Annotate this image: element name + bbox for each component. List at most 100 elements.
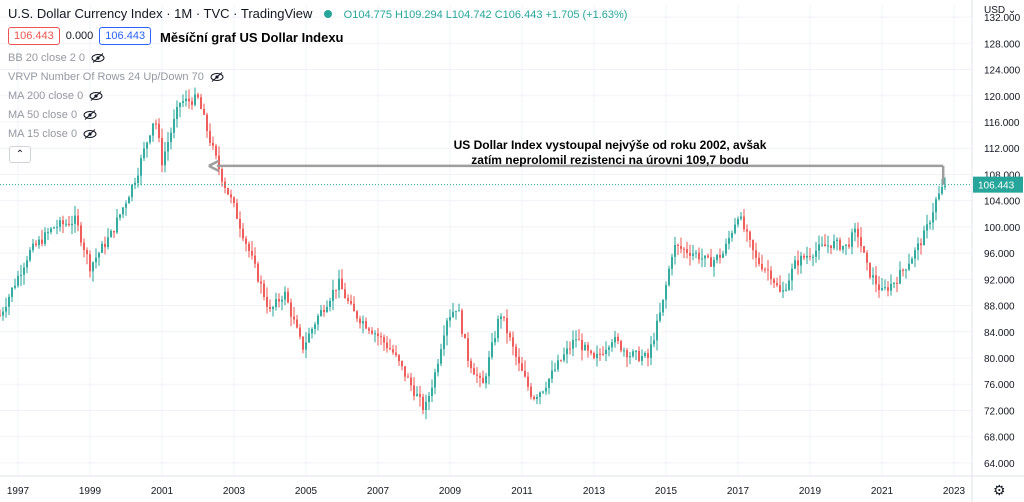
candle-body — [848, 244, 850, 247]
candle-body — [776, 283, 778, 286]
candle-body — [53, 227, 55, 229]
indicator-ma15[interactable]: MA 15 close 0 — [8, 128, 97, 140]
candle-body — [542, 391, 544, 393]
candle-body — [317, 315, 319, 325]
indicator-ma50[interactable]: MA 50 close 0 — [8, 109, 97, 121]
overlay-group — [0, 159, 972, 186]
chart-header: U.S. Dollar Currency Index · 1M · TVC · … — [8, 6, 627, 21]
candle-body — [383, 337, 385, 343]
chevron-up-icon[interactable]: ⌃ — [9, 146, 31, 163]
sell-price-box[interactable]: 106.443 — [8, 27, 60, 45]
candle-body — [602, 353, 604, 355]
candle-body — [164, 151, 166, 166]
candle-body — [428, 396, 430, 402]
indicator-ma200[interactable]: MA 200 close 0 — [8, 90, 103, 102]
candle-body — [143, 148, 145, 159]
candle-body — [275, 299, 277, 308]
candle-body — [866, 252, 868, 263]
candle-body — [842, 245, 844, 250]
candle-body — [359, 318, 361, 324]
eye-hidden-icon[interactable] — [89, 91, 103, 101]
candle-body — [113, 230, 115, 233]
candle-body — [716, 254, 718, 260]
candle-body — [413, 385, 415, 396]
candle-body — [92, 262, 94, 272]
eye-hidden-icon[interactable] — [91, 53, 105, 63]
candle-body — [920, 243, 922, 246]
candle-body — [875, 275, 877, 285]
candle-body — [647, 353, 649, 358]
candle-body — [929, 222, 931, 225]
candle-body — [254, 255, 256, 264]
candle-body — [332, 289, 334, 301]
symbol-title[interactable]: U.S. Dollar Currency Index · 1M · TVC · … — [8, 6, 313, 21]
indicator-bb[interactable]: BB 20 close 2 0 — [8, 52, 105, 64]
buy-price-box[interactable]: 106.443 — [99, 27, 152, 45]
ohlc-values: O104.775 H109.294 L104.742 C106.443 +1.7… — [343, 9, 628, 21]
candle-body — [20, 274, 22, 276]
candle-body — [248, 243, 250, 252]
candle-body — [269, 306, 271, 310]
candle-body — [686, 249, 688, 253]
candle-body — [407, 376, 409, 378]
candle-body — [200, 97, 202, 110]
candle-body — [782, 290, 784, 292]
candle-body — [911, 258, 913, 264]
candle-body — [188, 98, 190, 102]
x-tick-label: 2017 — [727, 486, 750, 497]
candle-body — [329, 300, 331, 307]
candle-body — [815, 250, 817, 257]
candle-body — [689, 252, 691, 256]
candle-body — [305, 342, 307, 350]
candle-body — [500, 316, 502, 320]
candle-body — [272, 307, 274, 310]
candle-body — [605, 349, 607, 355]
eye-hidden-icon[interactable] — [83, 129, 97, 139]
candle-body — [854, 228, 856, 233]
candle-body — [671, 256, 673, 269]
candle-body — [41, 239, 43, 244]
candle-body — [515, 346, 517, 357]
candle-body — [245, 238, 247, 244]
candle-body — [149, 135, 151, 143]
candle-body — [770, 270, 772, 280]
candle-body — [464, 333, 466, 339]
gear-icon[interactable]: ⚙ — [993, 482, 1006, 498]
candle-body — [209, 130, 211, 143]
candle-body — [845, 244, 847, 246]
y-tick-label: 128.000 — [984, 39, 1021, 50]
x-tick-label: 2011 — [511, 486, 533, 497]
candle-body — [380, 336, 382, 338]
candle-body — [662, 299, 664, 313]
candle-body — [311, 328, 313, 334]
indicator-label: BB 20 close 2 0 — [8, 52, 86, 64]
candle-body — [125, 203, 127, 208]
candle-body — [455, 310, 457, 312]
candle-body — [308, 333, 310, 343]
candle-body — [344, 289, 346, 299]
candle-body — [851, 232, 853, 247]
candle-body — [422, 396, 424, 411]
candle-body — [719, 254, 721, 258]
indicator-vrvp[interactable]: VRVP Number Of Rows 24 Up/Down 70 — [8, 71, 224, 83]
candle-body — [326, 306, 328, 312]
candle-body — [575, 339, 577, 341]
spread-value: 0.000 — [65, 30, 94, 42]
candle-body — [62, 220, 64, 225]
candle-body — [767, 269, 769, 271]
live-dot-icon — [324, 10, 333, 19]
candle-body — [713, 259, 715, 267]
candle-body — [926, 224, 928, 231]
candle-body — [539, 392, 541, 397]
candle-body — [938, 193, 940, 200]
x-axis[interactable]: 1997 1999 2001 2003 2005 2007 2009 2011 2013 2015… — [0, 475, 1024, 497]
y-axis[interactable]: 64.000 68.000 72.000 76.000 80.000 84.000 88.0… — [971, 0, 1023, 502]
candle-body — [764, 269, 766, 271]
y-tick-label: 80.000 — [984, 354, 1015, 365]
eye-hidden-icon[interactable] — [83, 110, 97, 120]
candle-body — [50, 228, 52, 233]
eye-hidden-icon[interactable] — [210, 72, 224, 82]
candle-body — [440, 349, 442, 364]
candle-body — [794, 260, 796, 269]
